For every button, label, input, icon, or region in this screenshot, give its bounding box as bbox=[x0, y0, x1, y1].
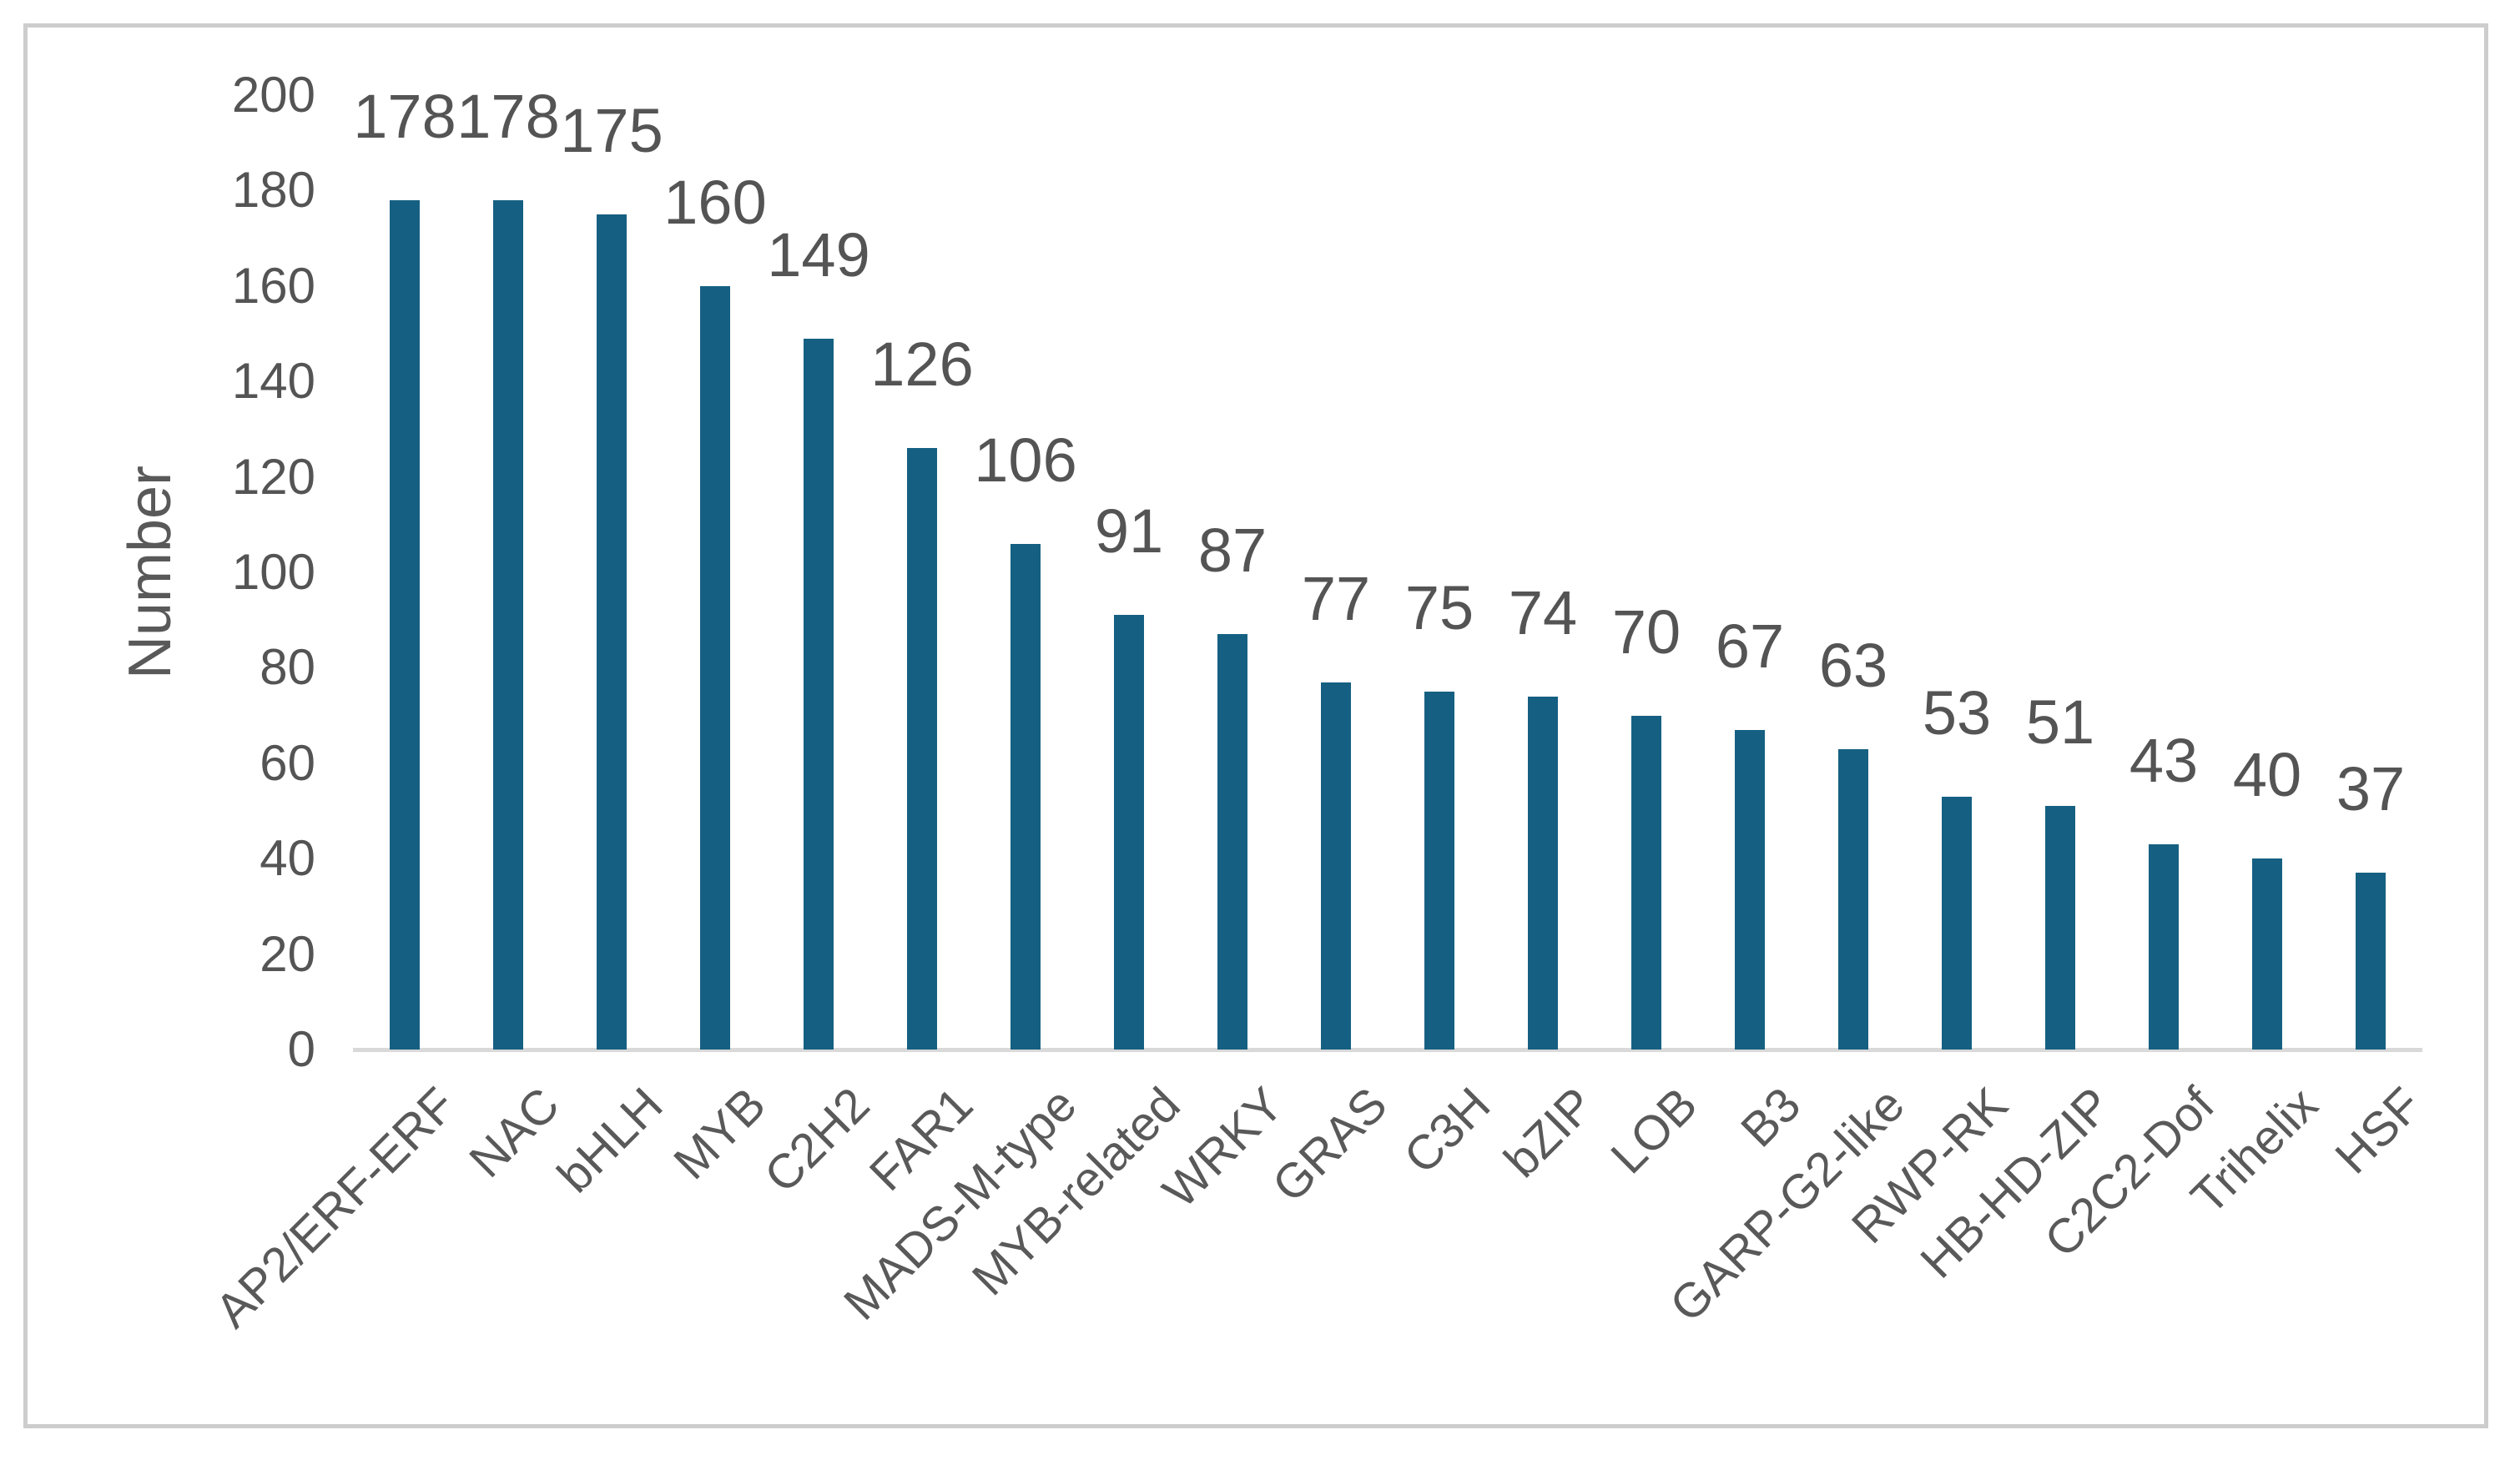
bar-MADS-M-type bbox=[1011, 543, 1041, 1050]
bar-MYB-related bbox=[1114, 615, 1144, 1050]
bar-RWP-RK bbox=[1942, 796, 1972, 1050]
data-label-WRKY: 87 bbox=[1197, 516, 1268, 586]
y-tick-label: 60 bbox=[260, 734, 315, 791]
data-label-MADS-M-type: 106 bbox=[974, 425, 1077, 495]
bar-MYB bbox=[700, 285, 730, 1050]
data-label-LOB: 70 bbox=[1611, 597, 1681, 667]
data-label-B3: 67 bbox=[1715, 611, 1785, 681]
data-label-FAR1: 126 bbox=[870, 330, 974, 400]
data-label-HB-HD-ZIP: 51 bbox=[2025, 687, 2095, 758]
bar-B3 bbox=[1735, 729, 1765, 1050]
bar-Trihelix bbox=[2252, 858, 2282, 1050]
data-label-MYB: 160 bbox=[663, 167, 767, 237]
y-tick-label: 100 bbox=[231, 544, 315, 600]
bar-bZIP bbox=[1528, 696, 1558, 1050]
bar-HSF bbox=[2356, 873, 2386, 1050]
bar-bHLH bbox=[597, 214, 627, 1050]
bar-GRAS bbox=[1321, 682, 1351, 1050]
y-tick-label: 180 bbox=[231, 162, 315, 219]
bar-GARP-G2-like bbox=[1838, 748, 1868, 1050]
bar-C2H2 bbox=[804, 338, 834, 1050]
bar-C2C2-Dof bbox=[2149, 844, 2179, 1050]
y-tick-label: 160 bbox=[231, 257, 315, 314]
bar-AP2/ERF-ERF bbox=[390, 199, 420, 1050]
y-tick-label: 40 bbox=[260, 830, 315, 887]
bar-HB-HD-ZIP bbox=[2045, 806, 2075, 1050]
y-tick-label: 140 bbox=[231, 353, 315, 410]
bar-FAR1 bbox=[907, 448, 937, 1050]
data-label-HSF: 37 bbox=[2336, 754, 2406, 824]
chart-frame bbox=[23, 23, 2488, 1428]
bar-NAC bbox=[493, 199, 523, 1050]
y-tick-label: 120 bbox=[231, 448, 315, 505]
data-label-GARP-G2-like: 63 bbox=[1818, 630, 1888, 700]
data-label-bZIP: 74 bbox=[1508, 577, 1578, 647]
data-label-RWP-RK: 53 bbox=[1922, 677, 1992, 748]
bar-WRKY bbox=[1217, 634, 1247, 1050]
y-tick-label: 200 bbox=[231, 67, 315, 123]
data-label-C2C2-Dof: 43 bbox=[2129, 726, 2199, 796]
data-label-AP2/ERF-ERF: 178 bbox=[353, 81, 456, 151]
bar-LOB bbox=[1631, 715, 1661, 1050]
data-label-bHLH: 175 bbox=[560, 96, 663, 165]
y-tick-label: 20 bbox=[260, 925, 315, 982]
data-label-MYB-related: 91 bbox=[1094, 496, 1164, 566]
data-label-C2H2: 149 bbox=[767, 219, 870, 289]
data-label-NAC: 178 bbox=[456, 81, 560, 151]
data-label-Trihelix: 40 bbox=[2232, 740, 2302, 810]
data-label-C3H: 75 bbox=[1404, 573, 1474, 642]
y-tick-label: 0 bbox=[287, 1021, 315, 1077]
x-axis-line bbox=[353, 1048, 2422, 1052]
bar-C3H bbox=[1424, 692, 1454, 1050]
data-label-GRAS: 77 bbox=[1301, 563, 1371, 633]
y-tick-label: 80 bbox=[260, 639, 315, 696]
